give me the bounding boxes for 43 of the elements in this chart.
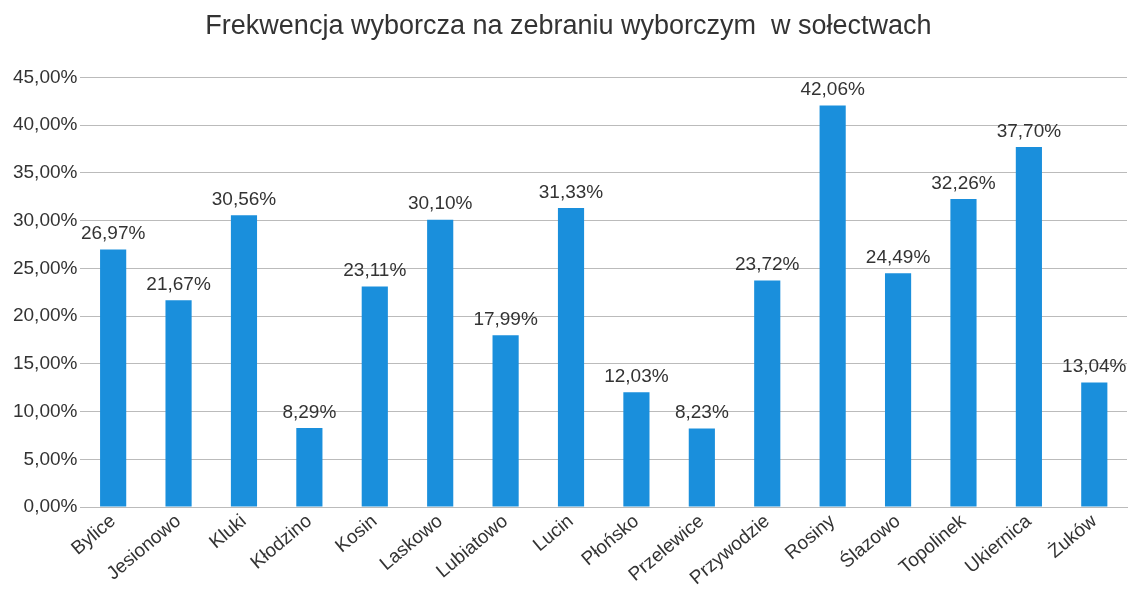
bar bbox=[100, 249, 127, 507]
data-label: 23,72% bbox=[735, 253, 800, 275]
bar bbox=[623, 392, 650, 507]
data-label: 8,29% bbox=[282, 400, 337, 422]
bar bbox=[950, 199, 977, 507]
data-label: 13,04% bbox=[1062, 355, 1127, 377]
bar bbox=[361, 286, 388, 507]
data-label: 24,49% bbox=[865, 245, 931, 267]
bar bbox=[230, 215, 258, 507]
data-label: 37,70% bbox=[996, 119, 1062, 141]
y-tick-label: 35,00% bbox=[12, 161, 78, 183]
data-label: 23,11% bbox=[343, 259, 407, 281]
data-label: 21,67% bbox=[146, 272, 211, 294]
data-label: 12,03% bbox=[604, 364, 669, 386]
y-tick-label: 30,00% bbox=[12, 208, 78, 230]
data-label: 8,23% bbox=[674, 401, 729, 423]
bar bbox=[296, 427, 323, 507]
y-tick-label: 25,00% bbox=[12, 256, 78, 278]
bar bbox=[1015, 147, 1042, 507]
bar bbox=[427, 219, 454, 507]
bar bbox=[492, 335, 519, 507]
y-tick-label: 20,00% bbox=[12, 304, 78, 326]
bar bbox=[688, 428, 715, 507]
data-label: 31,33% bbox=[538, 180, 604, 202]
data-label: 26,97% bbox=[80, 222, 146, 244]
y-tick-label: 0,00% bbox=[23, 495, 78, 517]
data-label: 42,06% bbox=[800, 78, 865, 100]
data-label: 30,56% bbox=[211, 188, 277, 210]
data-label: 32,26% bbox=[931, 171, 996, 193]
y-tick-label: 10,00% bbox=[12, 399, 78, 421]
bar bbox=[165, 300, 192, 507]
y-tick-label: 5,00% bbox=[23, 447, 78, 469]
bar bbox=[819, 105, 846, 507]
bar bbox=[884, 273, 912, 507]
y-tick-label: 40,00% bbox=[12, 113, 78, 135]
y-tick-label: 45,00% bbox=[12, 65, 78, 87]
bar bbox=[557, 207, 585, 507]
chart-title: Frekwencja wyborcza na zebraniu wyborczym w sołectwach bbox=[205, 9, 932, 40]
data-label: 17,99% bbox=[473, 308, 538, 330]
data-label: 30,10% bbox=[407, 192, 473, 214]
bar bbox=[754, 280, 781, 507]
bar bbox=[1081, 382, 1108, 507]
y-tick-label: 15,00% bbox=[12, 352, 78, 374]
